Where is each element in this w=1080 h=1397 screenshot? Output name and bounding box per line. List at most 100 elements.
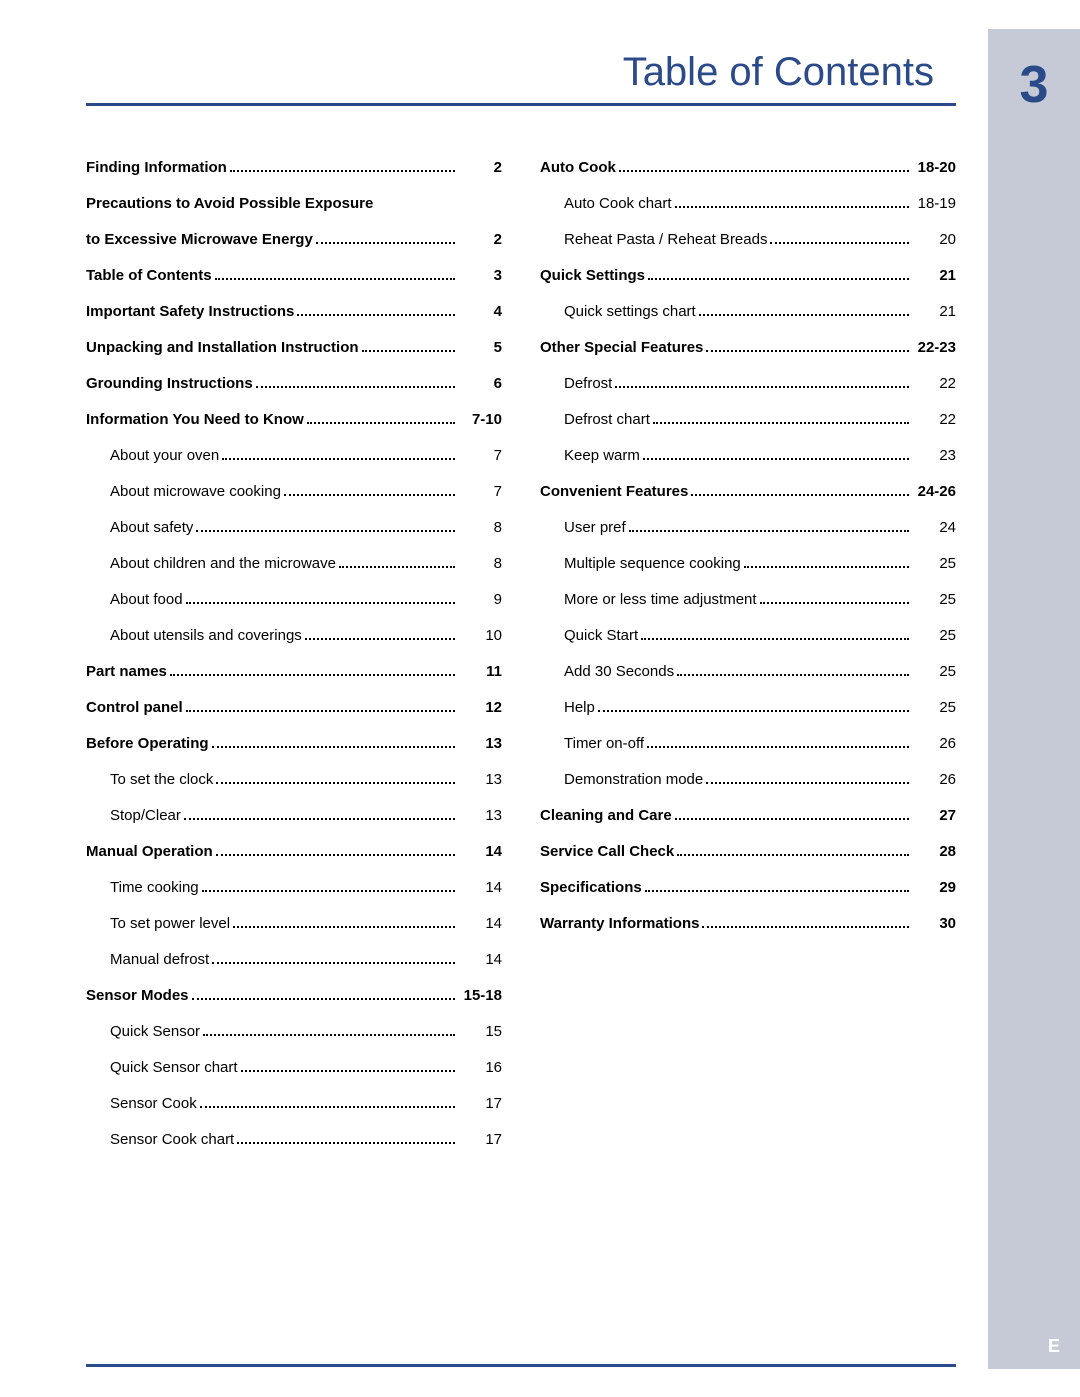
toc-row: Stop/Clear 13	[86, 798, 502, 834]
toc-entry-page: 26	[912, 735, 956, 753]
page-title: Table of Contents	[623, 50, 934, 94]
toc-entry-label: Table of Contents	[86, 267, 212, 285]
toc-entry-page: 17	[458, 1095, 502, 1113]
toc-entry-page: 7-10	[458, 411, 502, 429]
toc-leader-dots	[192, 998, 455, 1000]
toc-entry-label: Control panel	[86, 699, 183, 717]
toc-entry-page: 25	[912, 627, 956, 645]
toc-leader-dots	[170, 674, 455, 676]
toc-entry-page: 24	[912, 519, 956, 537]
toc-entry-page: 13	[458, 735, 502, 753]
toc-leader-dots	[212, 962, 455, 964]
toc-entry-label: Unpacking and Installation Instruction	[86, 339, 359, 357]
toc-entry-label: Before Operating	[86, 735, 209, 753]
toc-entry-label: Stop/Clear	[86, 807, 181, 825]
toc-entry-label: About food	[86, 591, 183, 609]
toc-row: About microwave cooking 7	[86, 474, 502, 510]
toc-row: Sensor Cook chart17	[86, 1122, 502, 1158]
toc-row: Quick Start 25	[540, 618, 956, 654]
toc-leader-dots	[677, 854, 909, 856]
toc-entry-page: 16	[458, 1059, 502, 1077]
toc-entry-label: Demonstration mode	[540, 771, 703, 789]
toc-entry-page: 21	[912, 303, 956, 321]
toc-column-left: Finding Information2Precautions to Avoid…	[86, 150, 502, 1158]
toc-entry-label: Finding Information	[86, 159, 227, 177]
toc-row: Unpacking and Installation Instruction 5	[86, 330, 502, 366]
toc-leader-dots	[184, 818, 455, 820]
toc-row: Information You Need to Know 7-10	[86, 402, 502, 438]
toc-row: Manual defrost14	[86, 942, 502, 978]
toc-leader-dots	[744, 566, 909, 568]
toc-row: Convenient Features 24-26	[540, 474, 956, 510]
toc-entry-label: To set the clock	[86, 771, 213, 789]
toc-row: Manual Operation 14	[86, 834, 502, 870]
toc-leader-dots	[203, 1034, 455, 1036]
toc-entry-label: Manual defrost	[86, 951, 209, 969]
toc-leader-dots	[230, 170, 455, 172]
toc-row: Service Call Check 28	[540, 834, 956, 870]
toc-leader-dots	[702, 926, 909, 928]
toc-entry-label: Part names	[86, 663, 167, 681]
toc-entry-label: Auto Cook chart	[540, 195, 672, 213]
toc-row: About food 9	[86, 582, 502, 618]
toc-row: About children and the microwave 8	[86, 546, 502, 582]
toc-leader-dots	[691, 494, 909, 496]
toc-leader-dots	[677, 674, 909, 676]
toc-row: Other Special Features 22-23	[540, 330, 956, 366]
toc-entry-label: Multiple sequence cooking	[540, 555, 741, 573]
toc-leader-dots	[647, 746, 909, 748]
toc-row: Cleaning and Care 27	[540, 798, 956, 834]
toc-entry-page: 27	[912, 807, 956, 825]
toc-entry-label: Quick settings chart	[540, 303, 696, 321]
toc-row: Table of Contents 3	[86, 258, 502, 294]
toc-entry-page: 8	[458, 555, 502, 573]
toc-entry-page: 10	[458, 627, 502, 645]
toc-entry-label: About children and the microwave	[86, 555, 336, 573]
toc-entry-page: 22-23	[912, 339, 956, 357]
toc-leader-dots	[233, 926, 455, 928]
toc-row: Sensor Modes 15-18	[86, 978, 502, 1014]
toc-container: Finding Information2Precautions to Avoid…	[86, 150, 956, 1158]
sidebar-tab: 3 E	[988, 29, 1080, 1369]
toc-entry-label: Quick Settings	[540, 267, 645, 285]
toc-leader-dots	[598, 710, 909, 712]
toc-row: Add 30 Seconds25	[540, 654, 956, 690]
toc-entry-label: About safety	[86, 519, 193, 537]
toc-leader-dots	[645, 890, 909, 892]
toc-leader-dots	[675, 206, 909, 208]
toc-row: Defrost 22	[540, 366, 956, 402]
toc-leader-dots	[629, 530, 909, 532]
toc-entry-label: Specifications	[540, 879, 642, 897]
toc-row: About utensils and coverings 10	[86, 618, 502, 654]
toc-entry-label: Quick Start	[540, 627, 638, 645]
page-header: Table of Contents	[86, 50, 956, 106]
toc-leader-dots	[241, 1070, 455, 1072]
toc-entry-label: Sensor Modes	[86, 987, 189, 1005]
toc-leader-dots	[196, 530, 455, 532]
toc-entry-label: Warranty Informations	[540, 915, 699, 933]
toc-entry-page: 29	[912, 879, 956, 897]
toc-entry-label: Auto Cook	[540, 159, 616, 177]
toc-row: To set power level14	[86, 906, 502, 942]
toc-leader-dots	[202, 890, 455, 892]
toc-entry-label: Reheat Pasta / Reheat Breads	[540, 231, 767, 249]
toc-leader-dots	[770, 242, 909, 244]
toc-entry-page: 25	[912, 591, 956, 609]
toc-leader-dots	[653, 422, 909, 424]
toc-entry-page: 20	[912, 231, 956, 249]
toc-leader-dots	[297, 314, 455, 316]
toc-row: Quick Sensor15	[86, 1014, 502, 1050]
toc-entry-page: 11	[458, 663, 502, 681]
toc-entry-label: Help	[540, 699, 595, 717]
toc-row: About your oven 7	[86, 438, 502, 474]
toc-entry-label: Sensor Cook	[86, 1095, 197, 1113]
toc-leader-dots	[643, 458, 909, 460]
toc-leader-dots	[307, 422, 455, 424]
toc-entry-page: 25	[912, 663, 956, 681]
toc-entry-page: 28	[912, 843, 956, 861]
toc-row: Grounding Instructions6	[86, 366, 502, 402]
toc-row: About safety 8	[86, 510, 502, 546]
toc-entry-page: 13	[458, 771, 502, 789]
toc-leader-dots	[675, 818, 909, 820]
toc-entry-label: Other Special Features	[540, 339, 703, 357]
